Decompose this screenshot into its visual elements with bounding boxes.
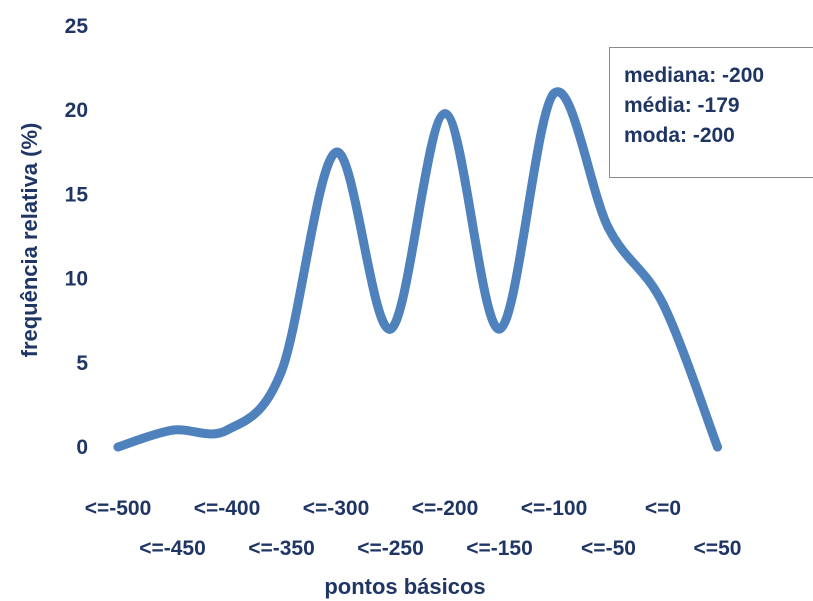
x-tick-label: <=-50 — [581, 537, 636, 560]
median-label: mediana: -200 — [624, 64, 765, 87]
mean-label: média: -179 — [624, 94, 740, 117]
x-tick-label: <=50 — [694, 537, 742, 560]
x-tick-label: <=-500 — [85, 497, 152, 520]
y-tick-label: 10 — [65, 268, 88, 291]
x-tick-label: <=-450 — [139, 537, 206, 560]
data-point — [277, 366, 286, 376]
data-point — [440, 109, 450, 119]
x-axis-ticks: <=-500 <=-450 <=-400 <=-350 <=-300 <=-250 <=-2… — [85, 497, 742, 560]
data-point — [168, 425, 177, 435]
stats-box: mediana: -200 média: -179 moda: -200 — [609, 47, 813, 178]
y-tick-label: 0 — [76, 436, 88, 459]
x-axis-title: pontos básicos — [324, 574, 485, 599]
x-tick-label: <=-300 — [303, 497, 370, 520]
data-point — [495, 324, 504, 334]
x-tick-label: <=-350 — [248, 537, 315, 560]
x-tick-label: <=-250 — [357, 537, 424, 560]
data-point — [331, 147, 341, 157]
y-axis-ticks: 0 5 10 15 20 25 — [65, 15, 89, 459]
mode-label: moda: -200 — [624, 124, 735, 147]
x-tick-label: <=0 — [645, 497, 681, 520]
data-point — [549, 88, 559, 98]
data-point — [658, 299, 668, 309]
y-tick-label: 5 — [76, 352, 88, 375]
data-point — [113, 442, 123, 452]
data-point — [713, 442, 722, 452]
x-tick-label: <=-150 — [466, 537, 533, 560]
x-tick-label: <=-100 — [521, 497, 588, 520]
y-tick-label: 25 — [65, 15, 89, 38]
series-points — [113, 88, 722, 452]
data-point — [604, 223, 613, 233]
y-axis-title: frequência relativa (%) — [17, 123, 42, 358]
x-tick-label: <=-200 — [412, 497, 479, 520]
y-tick-label: 20 — [65, 99, 88, 122]
y-tick-label: 15 — [65, 183, 89, 206]
data-point — [222, 425, 232, 435]
x-tick-label: <=-400 — [194, 497, 261, 520]
data-point — [386, 324, 395, 334]
